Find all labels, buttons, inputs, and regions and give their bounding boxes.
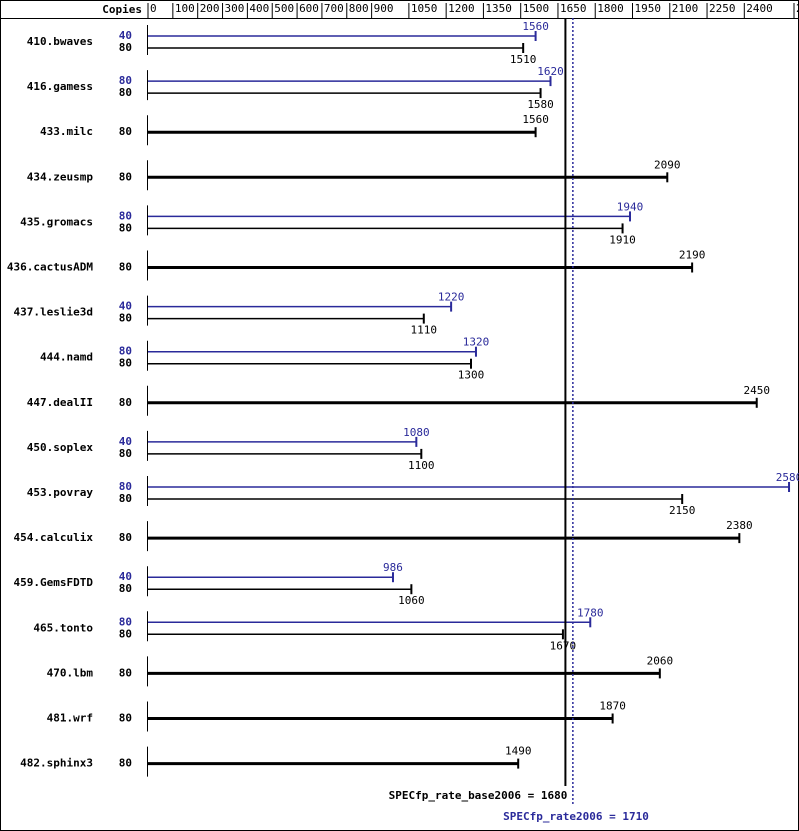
copies-label: 80: [119, 666, 132, 679]
copies-label: 80: [119, 531, 132, 544]
copies-label: 80: [119, 582, 132, 595]
copies-label: 80: [119, 261, 132, 274]
x-tick-label: 2400: [746, 2, 773, 15]
copies-label: 80: [119, 492, 132, 505]
value-label: 1560: [522, 113, 549, 126]
value-label: 1220: [438, 291, 465, 304]
value-label: 1870: [599, 700, 626, 713]
benchmark-label: 453.povray: [27, 486, 94, 499]
benchmark-label: 459.GemsFDTD: [14, 576, 94, 589]
copies-label: 80: [119, 712, 132, 725]
value-label: 1780: [577, 606, 604, 619]
copies-label: 80: [119, 221, 132, 234]
value-label: 1110: [411, 324, 438, 337]
copies-label: 40: [119, 435, 132, 448]
benchmark-label: 416.gamess: [27, 80, 93, 93]
value-label: 986: [383, 561, 403, 574]
x-tick-label: 2100: [672, 2, 699, 15]
copies-label: 80: [119, 209, 132, 222]
reference-label: SPECfp_rate_base2006 = 1680: [389, 789, 568, 802]
benchmark-label: 434.zeusmp: [27, 170, 94, 183]
benchmark-label: 410.bwaves: [27, 35, 93, 48]
copies-label: 80: [119, 357, 132, 370]
value-label: 1060: [398, 594, 425, 607]
benchmark-label: 470.lbm: [47, 666, 94, 679]
benchmark-label: 481.wrf: [47, 712, 93, 725]
x-tick-label: 600: [299, 2, 319, 15]
benchmark-label: 450.soplex: [27, 441, 94, 454]
value-label: 1560: [522, 20, 549, 33]
x-tick-label: 1350: [485, 2, 512, 15]
benchmark-label: 447.dealII: [27, 396, 93, 409]
benchmark-label: 433.milc: [40, 125, 93, 138]
copies-label: 80: [119, 447, 132, 460]
value-label: 2380: [726, 519, 753, 532]
x-tick-label: 400: [249, 2, 269, 15]
x-tick-label: 1500: [523, 2, 550, 15]
copies-label: 80: [119, 170, 132, 183]
copies-label: 80: [119, 627, 132, 640]
value-label: 2190: [679, 249, 706, 262]
copies-label: 40: [119, 300, 132, 313]
x-tick-label: 1950: [635, 2, 662, 15]
copies-label: 80: [119, 125, 132, 138]
x-tick-label: 800: [349, 2, 369, 15]
value-label: 1510: [510, 53, 537, 66]
copies-label: 80: [119, 757, 132, 770]
value-label: 1100: [408, 459, 435, 472]
value-label: 1940: [617, 200, 644, 213]
value-label: 1910: [609, 233, 636, 246]
x-tick-label: 300: [225, 2, 245, 15]
copies-label: 80: [119, 615, 132, 628]
benchmark-label: 482.sphinx3: [20, 757, 93, 770]
value-label: 1620: [537, 65, 564, 78]
x-tick-label: 700: [324, 2, 344, 15]
copies-label: 80: [119, 396, 132, 409]
value-label: 1080: [403, 426, 430, 439]
x-tick-label: 100: [175, 2, 195, 15]
x-axis-label: Copies: [102, 3, 142, 16]
copies-label: 80: [119, 345, 132, 358]
x-tick-label: 200: [200, 2, 220, 15]
benchmark-label: 436.cactusADM: [7, 261, 93, 274]
benchmark-label: 435.gromacs: [20, 215, 93, 228]
value-label: 1490: [505, 745, 532, 758]
x-tick-label: 1650: [560, 2, 587, 15]
copies-label: 80: [119, 74, 132, 87]
x-tick-label: 900: [374, 2, 394, 15]
value-label: 2090: [654, 158, 681, 171]
benchmark-label: 437.leslie3d: [14, 306, 93, 319]
x-tick-label: 500: [274, 2, 294, 15]
x-tick-label: 1200: [448, 2, 475, 15]
copies-label: 80: [119, 312, 132, 325]
value-label: 2580: [776, 471, 799, 484]
reference-label: SPECfp_rate2006 = 1710: [503, 810, 649, 823]
copies-label: 80: [119, 480, 132, 493]
value-label: 1670: [550, 639, 577, 652]
x-tick-label: 2250: [709, 2, 736, 15]
benchmark-label: 465.tonto: [33, 621, 93, 634]
x-tick-label: 0: [150, 2, 157, 15]
value-label: 1320: [463, 336, 490, 349]
value-label: 1580: [527, 98, 554, 111]
value-label: 2060: [647, 654, 674, 667]
value-label: 2150: [669, 504, 696, 517]
benchmark-label: 454.calculix: [14, 531, 94, 544]
x-tick-label: 1050: [411, 2, 438, 15]
copies-label: 40: [119, 570, 132, 583]
copies-label: 40: [119, 29, 132, 42]
copies-label: 80: [119, 86, 132, 99]
value-label: 1300: [458, 369, 485, 382]
x-tick-label: 2600: [796, 2, 799, 15]
x-tick-label: 1800: [597, 2, 624, 15]
value-label: 2450: [743, 384, 770, 397]
copies-label: 80: [119, 41, 132, 54]
benchmark-label: 444.namd: [40, 351, 93, 364]
